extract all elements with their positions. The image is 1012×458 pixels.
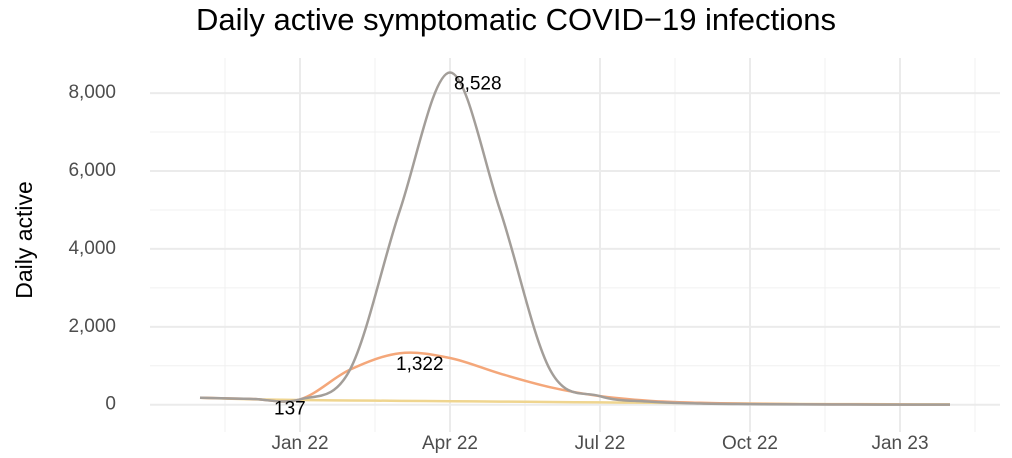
annotation: 1,322 bbox=[396, 354, 444, 375]
y-tick-label: 8,000 bbox=[68, 82, 116, 103]
x-tick-label: Jan 23 bbox=[871, 433, 928, 454]
x-tick-label: Oct 22 bbox=[722, 433, 778, 454]
y-tick-label: 0 bbox=[105, 394, 116, 415]
y-tick-label: 6,000 bbox=[68, 160, 116, 181]
y-axis-label: Daily active bbox=[11, 181, 37, 299]
x-tick-label: Jan 22 bbox=[271, 433, 328, 454]
y-tick-label: 2,000 bbox=[68, 316, 116, 337]
line-series bbox=[199, 71, 951, 406]
chart-title: Daily active symptomatic COVID−19 infect… bbox=[196, 2, 836, 37]
annotation: 8,528 bbox=[454, 74, 502, 95]
annotation: 137 bbox=[274, 398, 306, 419]
x-tick-label: Jul 22 bbox=[575, 433, 626, 454]
y-tick-label: 4,000 bbox=[68, 238, 116, 259]
x-tick-label: Apr 22 bbox=[422, 433, 478, 454]
